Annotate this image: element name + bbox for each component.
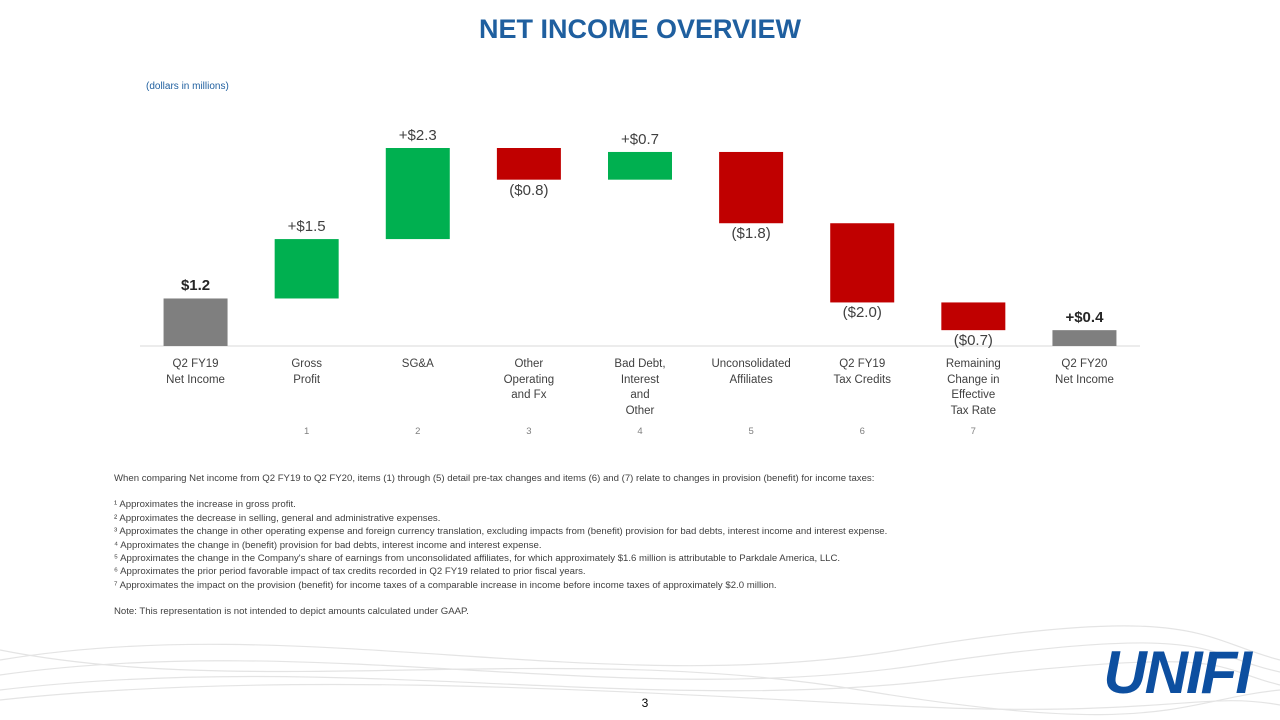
bar	[1052, 330, 1117, 346]
value-label: ($1.8)	[731, 225, 771, 243]
bar	[496, 148, 561, 180]
notes-intro: When comparing Net income from Q2 FY19 t…	[114, 473, 875, 484]
x-tick-label: Bad Debt, Interest and Other	[614, 358, 666, 417]
value-label: ($2.0)	[842, 304, 882, 322]
x-tick-label: Remaining Change in Effective Tax Rate	[945, 358, 1001, 417]
footnote: ⁴ Approximates the change in (benefit) p…	[114, 539, 542, 551]
bar	[608, 151, 672, 180]
bar	[941, 302, 1006, 331]
footnote-marker: 1	[304, 426, 310, 437]
footnote-marker: 5	[748, 426, 754, 437]
footnote-marker: 3	[526, 426, 532, 437]
footnote: ³ Approximates the change in other opera…	[114, 526, 888, 538]
value-label: +$0.4	[1065, 309, 1104, 327]
notes-note: Note: This representation is not intende…	[114, 606, 469, 618]
bar	[385, 148, 450, 240]
footnote: ⁵ Approximates the change in the Company…	[114, 553, 841, 565]
footnote-marker: 2	[415, 426, 421, 437]
footnote-marker: 4	[637, 426, 643, 437]
value-label: ($0.8)	[509, 181, 549, 199]
value-label: +$0.7	[621, 130, 659, 148]
footnote-marker: 6	[859, 426, 865, 437]
x-tick-label: Other Operating and Fx	[503, 358, 555, 401]
x-tick-label: Gross Profit	[291, 358, 322, 386]
footnote: ⁷ Approximates the impact on the provisi…	[114, 579, 777, 591]
page-number: 3	[641, 696, 649, 710]
footnote: ⁶ Approximates the prior period favorabl…	[114, 566, 586, 578]
footnote: ¹ Approximates the increase in gross pro…	[114, 499, 296, 511]
x-tick-label: Unconsolidated Affiliates	[711, 358, 791, 386]
footnote-marker: 7	[970, 426, 976, 437]
x-tick-label: SG&A	[401, 358, 434, 370]
x-tick-label: Q2 FY20 Net Income	[1055, 358, 1114, 386]
value-label: +$2.3	[398, 127, 437, 144]
bar	[274, 239, 339, 299]
bar	[719, 151, 784, 224]
value-label: $1.2	[180, 277, 211, 295]
x-tick-label: Q2 FY19 Net Income	[166, 358, 225, 386]
title: NET INCOME OVERVIEW	[478, 14, 802, 44]
x-tick-label: Q2 FY19 Tax Credits	[833, 358, 891, 386]
subtitle: (dollars in millions)	[146, 81, 229, 92]
value-label: ($0.7)	[953, 332, 993, 350]
background-swoosh	[0, 625, 1280, 716]
value-label: +$1.5	[287, 218, 326, 236]
notes: When comparing Net income from Q2 FY19 t…	[114, 472, 1114, 619]
footnote: ² Approximates the decrease in selling, …	[114, 512, 441, 524]
logo: UNIFI	[1103, 639, 1252, 706]
bar	[163, 298, 228, 346]
bar	[830, 223, 895, 303]
